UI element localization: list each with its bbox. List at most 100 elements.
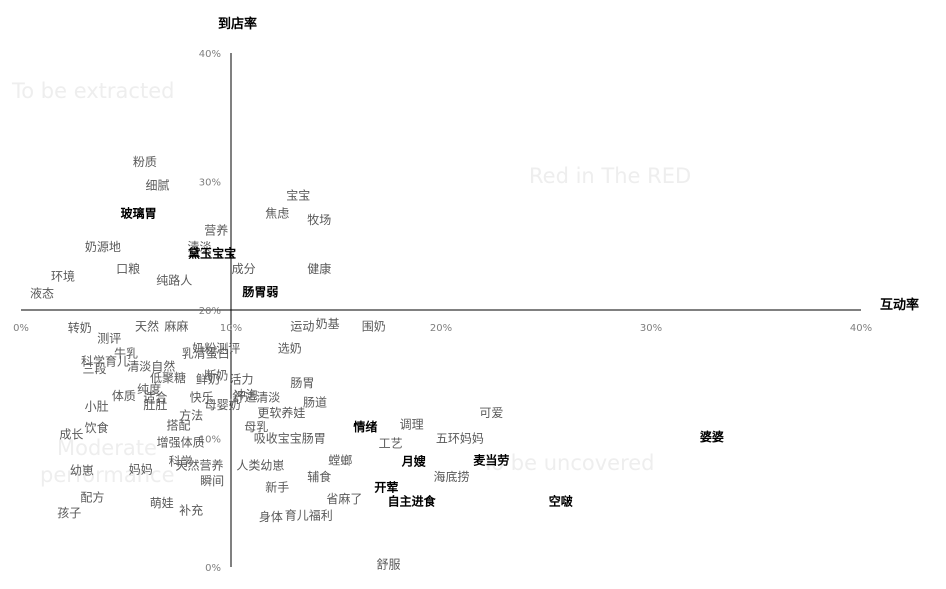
data-point-label: 牧场 — [307, 213, 331, 227]
data-point-label: 天然营养 — [175, 457, 223, 472]
data-point-label: 冲泡 — [234, 387, 258, 402]
data-point-label: 母乳 — [244, 420, 268, 434]
data-point-label: 鲜奶 — [196, 372, 220, 386]
data-point-label: 婆婆 — [700, 429, 724, 444]
data-point-label: 舒服 — [376, 557, 400, 571]
data-point-label: 麦当劳 — [473, 452, 509, 467]
data-point-label: 玻璃胃 — [121, 206, 157, 221]
data-point-label: 辅食 — [307, 469, 331, 484]
data-point-label: 情绪 — [353, 419, 377, 434]
data-point-label: 开荤 — [374, 479, 398, 494]
data-point-label: 配方 — [80, 490, 104, 505]
data-point-label: 饮食 — [85, 420, 109, 435]
quadrant-label-top-right: Red in The RED — [529, 164, 691, 188]
data-point-label: 适合 — [143, 389, 167, 404]
y-tick-label: 40% — [199, 49, 221, 60]
data-point-label: 空啵 — [549, 493, 574, 508]
y-tick-label: 10% — [199, 435, 221, 446]
data-point-label: 工艺 — [379, 437, 403, 451]
x-tick-label: 0% — [13, 323, 29, 334]
data-point-label: 环境 — [51, 269, 75, 284]
data-point-label: 搭配 — [166, 419, 190, 433]
data-point-label: 天然 — [135, 319, 159, 334]
data-point-label: 舒适清淡 — [232, 390, 280, 404]
y-tick-label: 30% — [199, 178, 221, 189]
x-tick-label: 10% — [220, 323, 242, 334]
data-point-label: 母婴奶 — [205, 398, 241, 412]
data-point-label: 五环妈妈 — [436, 432, 484, 446]
data-point-label: 细腻 — [145, 178, 169, 192]
x-axis-title: 互动率 — [880, 297, 919, 313]
data-point-label: 黛玉宝宝 — [188, 245, 236, 260]
data-point-label: 螳螂 — [328, 453, 352, 467]
data-point-label: 低聚糖 — [150, 370, 186, 385]
data-point-label: 妈妈 — [129, 462, 153, 476]
data-point-label: 纯路人 — [156, 272, 192, 287]
quadrant-label-bottom-right: To be uncovered — [481, 451, 655, 475]
data-point-label: 快乐 — [190, 390, 214, 404]
data-point-label: 体质 — [112, 389, 136, 403]
data-point-label: 小肚 — [85, 398, 109, 413]
data-point-label: 可爱 — [479, 406, 503, 420]
data-point-label: 乳清蛋白 — [182, 346, 230, 361]
data-point-label: 新手 — [265, 479, 289, 494]
data-point-label: 肚肚 — [143, 397, 167, 412]
data-point-label: 奶源地 — [85, 240, 121, 254]
data-point-label: 方法 — [179, 407, 203, 422]
data-point-label: 成分 — [232, 262, 256, 276]
data-point-label: 健康 — [307, 261, 331, 276]
data-point-label: 液态 — [30, 285, 54, 300]
quadrant-label-top-left: To be extracted — [11, 79, 174, 103]
data-point-label: 麻麻 — [164, 319, 188, 334]
data-point-label: 科学育儿 — [81, 353, 129, 368]
data-point-label: 断奶 — [204, 368, 228, 383]
data-point-label: 清淡自然 — [127, 359, 175, 374]
data-point-label: 孩子 — [57, 506, 81, 520]
data-point-label: 宝宝 — [286, 189, 310, 203]
x-tick-label: 20% — [430, 323, 452, 334]
data-point-label: 海底捞 — [433, 469, 469, 484]
data-point-label: 三段 — [82, 361, 106, 376]
data-point-label: 身体 — [259, 509, 283, 524]
data-point-label: 成长 — [59, 428, 83, 442]
data-point-label: 粉质 — [133, 155, 157, 169]
data-point-label: 营养 — [204, 222, 228, 237]
data-point-label: 自主进食 — [388, 493, 437, 508]
data-point-label: 人类幼崽 — [236, 458, 284, 472]
data-point-label: 活力 — [229, 372, 253, 386]
data-point-label: 幼崽 — [70, 464, 94, 478]
data-point-label: 调理 — [400, 417, 424, 431]
data-point-label: 奶粉测评 — [192, 342, 240, 356]
data-point-label: 清淡 — [187, 240, 211, 254]
data-point-label: 纯度 — [137, 382, 161, 397]
data-point-label: 省麻了 — [326, 491, 362, 506]
data-point-label: 瞬间 — [200, 474, 224, 488]
data-point-label: 肠胃弱 — [242, 284, 278, 299]
data-point-label: 育儿福利 — [285, 508, 333, 523]
data-point-label: 科学 — [169, 454, 193, 469]
x-tick-label: 30% — [640, 323, 662, 334]
y-axis-title: 到店率 — [218, 16, 257, 32]
data-point-label: 奶基 — [316, 317, 340, 331]
data-point-label: 月嫂 — [401, 454, 427, 469]
data-point-label: 更软养娃 — [257, 405, 305, 420]
data-point-label: 补充 — [179, 502, 203, 517]
data-point-label: 转奶 — [68, 320, 92, 335]
data-point-label: 运动 — [290, 320, 314, 334]
data-point-label: 选奶 — [278, 342, 302, 356]
data-point-label: 肠道 — [303, 396, 327, 410]
data-point-label: 吸收宝宝肠胃 — [254, 432, 326, 446]
data-point-label: 增强体质 — [157, 435, 205, 449]
y-tick-label: 20% — [199, 306, 221, 317]
data-point-label: 口粮 — [116, 261, 140, 276]
data-point-label: 萌娃 — [150, 496, 174, 510]
y-tick-label: 0% — [205, 563, 221, 574]
data-point-label: 测评 — [97, 331, 121, 345]
data-point-label: 围奶 — [362, 320, 386, 334]
x-tick-label: 40% — [850, 323, 872, 334]
data-point-label: 牛乳 — [114, 346, 138, 361]
data-point-label: 肠胃 — [290, 376, 314, 390]
quadrant-label-bottom-left: Moderate performance — [40, 436, 175, 487]
